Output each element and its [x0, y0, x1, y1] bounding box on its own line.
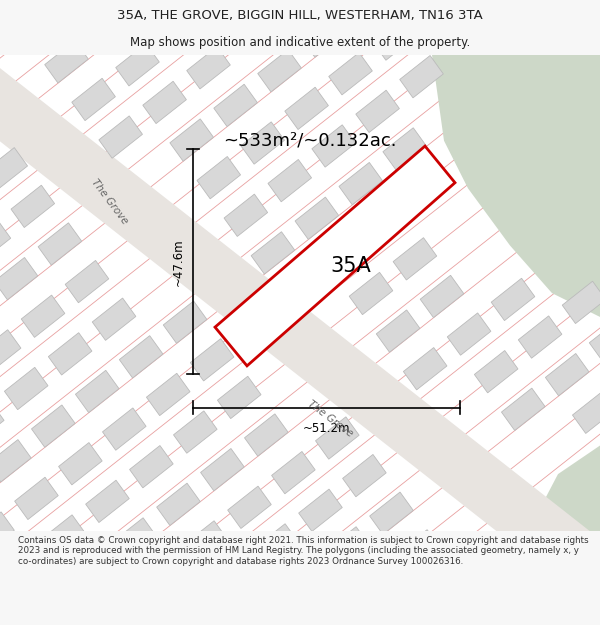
Polygon shape	[251, 232, 295, 274]
Polygon shape	[146, 373, 190, 416]
Polygon shape	[326, 527, 370, 569]
Polygon shape	[572, 391, 600, 433]
Polygon shape	[0, 549, 41, 592]
Polygon shape	[103, 408, 146, 450]
Polygon shape	[184, 521, 227, 563]
Polygon shape	[0, 512, 14, 554]
Polygon shape	[224, 194, 268, 236]
Polygon shape	[589, 319, 600, 361]
Polygon shape	[502, 388, 545, 431]
Polygon shape	[160, 9, 203, 51]
Polygon shape	[217, 376, 261, 419]
Polygon shape	[4, 368, 48, 409]
Polygon shape	[376, 310, 420, 352]
Polygon shape	[187, 47, 230, 89]
Polygon shape	[432, 55, 600, 317]
Polygon shape	[356, 90, 400, 132]
Polygon shape	[299, 489, 342, 531]
Polygon shape	[140, 556, 184, 598]
Polygon shape	[370, 492, 413, 534]
Polygon shape	[329, 52, 373, 95]
Polygon shape	[0, 439, 31, 482]
Polygon shape	[272, 451, 315, 494]
Polygon shape	[373, 18, 416, 60]
Polygon shape	[302, 15, 345, 58]
Text: ~51.2m: ~51.2m	[303, 422, 350, 436]
Polygon shape	[170, 119, 214, 161]
Polygon shape	[214, 84, 257, 126]
Polygon shape	[76, 370, 119, 413]
Polygon shape	[92, 298, 136, 341]
Polygon shape	[316, 417, 359, 459]
Polygon shape	[200, 449, 244, 491]
Polygon shape	[491, 278, 535, 321]
Polygon shape	[21, 295, 65, 338]
Polygon shape	[113, 518, 157, 560]
Polygon shape	[38, 223, 82, 265]
Polygon shape	[163, 301, 207, 343]
Polygon shape	[69, 552, 112, 595]
Polygon shape	[49, 332, 92, 375]
Polygon shape	[295, 197, 338, 239]
Polygon shape	[245, 414, 288, 456]
Polygon shape	[420, 275, 464, 318]
Polygon shape	[339, 162, 383, 205]
Polygon shape	[14, 478, 58, 519]
Polygon shape	[116, 44, 160, 86]
Polygon shape	[230, 12, 274, 54]
Text: 35A, THE GROVE, BIGGIN HILL, WESTERHAM, TN16 3TA: 35A, THE GROVE, BIGGIN HILL, WESTERHAM, …	[117, 9, 483, 22]
Polygon shape	[17, 3, 61, 46]
Polygon shape	[89, 6, 132, 48]
Text: Map shows position and indicative extent of the property.: Map shows position and indicative extent…	[130, 36, 470, 49]
Polygon shape	[312, 125, 355, 167]
Polygon shape	[518, 316, 562, 358]
Polygon shape	[99, 116, 142, 158]
Polygon shape	[42, 515, 85, 557]
Polygon shape	[282, 561, 325, 604]
Polygon shape	[0, 330, 21, 372]
Polygon shape	[241, 122, 284, 164]
Polygon shape	[227, 486, 271, 529]
Polygon shape	[190, 339, 234, 381]
Polygon shape	[545, 354, 589, 396]
Polygon shape	[349, 272, 393, 314]
Text: ~47.6m: ~47.6m	[172, 238, 185, 286]
Text: The Grove: The Grove	[90, 177, 130, 226]
Polygon shape	[400, 56, 443, 98]
Polygon shape	[285, 88, 328, 129]
Polygon shape	[197, 156, 241, 199]
Polygon shape	[343, 454, 386, 497]
Polygon shape	[45, 41, 88, 83]
Polygon shape	[562, 281, 600, 324]
Polygon shape	[468, 532, 511, 575]
Text: ~533m²/~0.132ac.: ~533m²/~0.132ac.	[223, 132, 397, 150]
Polygon shape	[393, 238, 437, 280]
Polygon shape	[157, 483, 200, 526]
Polygon shape	[211, 558, 254, 601]
Polygon shape	[130, 446, 173, 488]
Polygon shape	[86, 480, 129, 522]
Polygon shape	[119, 336, 163, 378]
Text: Contains OS data © Crown copyright and database right 2021. This information is : Contains OS data © Crown copyright and d…	[18, 536, 589, 566]
Polygon shape	[475, 351, 518, 393]
Polygon shape	[528, 446, 600, 531]
Polygon shape	[31, 405, 75, 448]
Polygon shape	[403, 348, 447, 390]
Text: 35A: 35A	[330, 256, 371, 276]
Polygon shape	[383, 127, 427, 170]
Polygon shape	[258, 49, 301, 92]
Polygon shape	[268, 159, 311, 202]
Polygon shape	[397, 530, 440, 572]
Polygon shape	[72, 78, 115, 121]
Polygon shape	[0, 402, 4, 444]
Polygon shape	[0, 148, 28, 190]
Polygon shape	[255, 524, 298, 566]
Polygon shape	[215, 146, 455, 366]
Polygon shape	[0, 258, 38, 300]
Text: The Grove: The Grove	[305, 399, 355, 439]
Polygon shape	[143, 81, 187, 124]
Polygon shape	[0, 220, 11, 262]
Polygon shape	[11, 185, 55, 228]
Polygon shape	[173, 411, 217, 453]
